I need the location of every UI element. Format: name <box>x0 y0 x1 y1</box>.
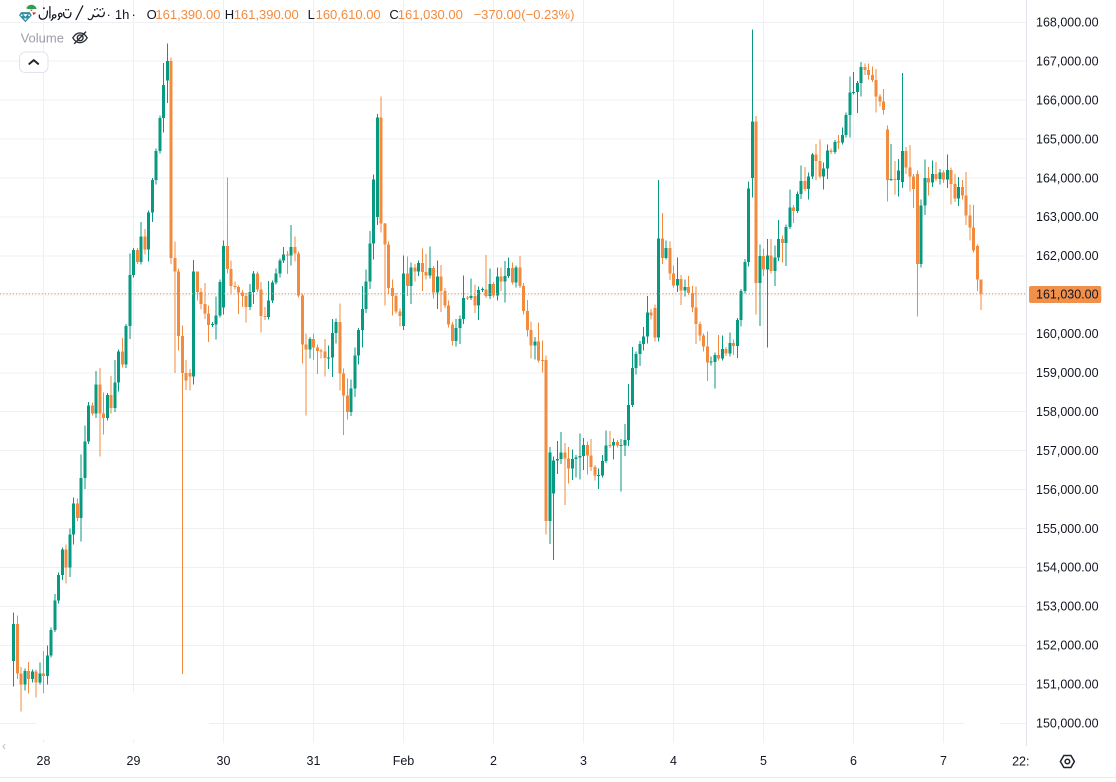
svg-text:1h: 1h <box>115 7 129 22</box>
svg-text:22:: 22: <box>1012 755 1029 769</box>
svg-text:157,000.00: 157,000.00 <box>1036 444 1099 458</box>
svg-text:2: 2 <box>490 754 497 768</box>
svg-text:167,000.00: 167,000.00 <box>1036 54 1099 68</box>
svg-text:L: L <box>308 7 315 22</box>
svg-text:‹: ‹ <box>2 739 6 753</box>
svg-text:6: 6 <box>850 754 857 768</box>
svg-text:152,000.00: 152,000.00 <box>1036 639 1099 653</box>
svg-text:29: 29 <box>127 754 141 768</box>
svg-text:Feb: Feb <box>393 754 415 768</box>
svg-text:161,390.00: 161,390.00 <box>234 7 299 22</box>
svg-text:161,030.00: 161,030.00 <box>398 7 463 22</box>
svg-text:158,000.00: 158,000.00 <box>1036 405 1099 419</box>
svg-text:156,000.00: 156,000.00 <box>1036 483 1099 497</box>
svg-text:−370.00: −370.00 <box>474 7 521 22</box>
svg-text:150,000.00: 150,000.00 <box>1036 717 1099 731</box>
svg-text:162,000.00: 162,000.00 <box>1036 249 1099 263</box>
svg-text:Volume: Volume <box>21 31 64 46</box>
svg-text:168,000.00: 168,000.00 <box>1036 16 1099 30</box>
svg-text:·: · <box>132 7 136 22</box>
svg-text:3: 3 <box>580 754 587 768</box>
svg-text:O: O <box>147 7 157 22</box>
svg-text:166,000.00: 166,000.00 <box>1036 93 1099 107</box>
svg-text:155,000.00: 155,000.00 <box>1036 522 1099 536</box>
svg-text:28: 28 <box>37 754 51 768</box>
svg-text:4: 4 <box>670 754 677 768</box>
svg-text:H: H <box>225 7 234 22</box>
svg-text:159,000.00: 159,000.00 <box>1036 366 1099 380</box>
svg-text:161,390.00: 161,390.00 <box>155 7 220 22</box>
svg-text:154,000.00: 154,000.00 <box>1036 561 1099 575</box>
svg-text:161,030.00: 161,030.00 <box>1036 288 1099 302</box>
svg-text:C: C <box>389 7 398 22</box>
svg-text:151,000.00: 151,000.00 <box>1036 678 1099 692</box>
svg-text:160,000.00: 160,000.00 <box>1036 327 1099 341</box>
svg-text:153,000.00: 153,000.00 <box>1036 600 1099 614</box>
svg-text:(−0.23%): (−0.23%) <box>521 7 574 22</box>
svg-text:165,000.00: 165,000.00 <box>1036 132 1099 146</box>
svg-text:164,000.00: 164,000.00 <box>1036 171 1099 185</box>
svg-text:163,000.00: 163,000.00 <box>1036 210 1099 224</box>
svg-text:7: 7 <box>940 754 947 768</box>
svg-text:·: · <box>107 7 111 22</box>
svg-text:160,610.00: 160,610.00 <box>316 7 381 22</box>
svg-text:5: 5 <box>760 754 767 768</box>
svg-text:30: 30 <box>217 754 231 768</box>
svg-text:31: 31 <box>307 754 321 768</box>
